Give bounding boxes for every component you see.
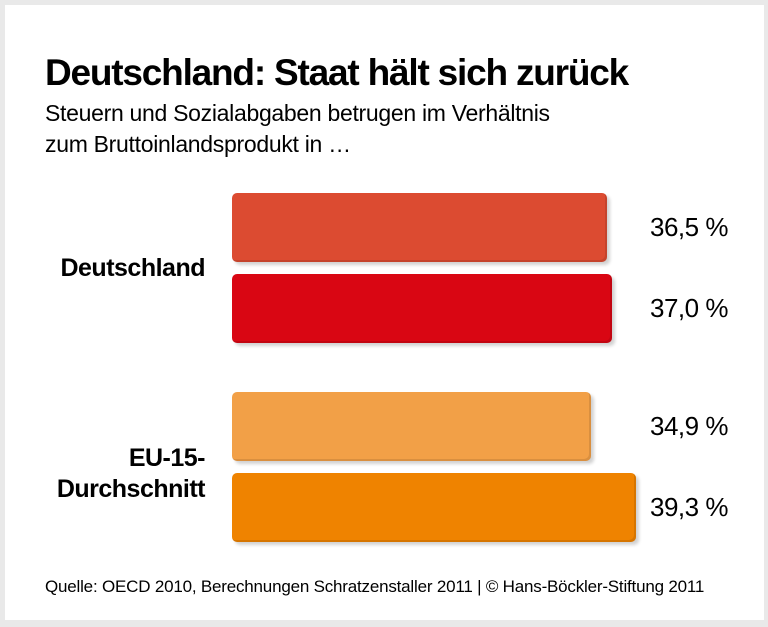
group-label-eu15-line1: EU-15- — [128, 444, 206, 472]
chart-panel: Deutschland: Staat hält sich zurück Steu… — [5, 5, 764, 620]
group-label-eu15-line2: Durchschnitt — [56, 475, 206, 503]
bar-value-deutschland-upper: 36,5 % — [650, 212, 728, 242]
chart-subtitle-line1: Steuern und Sozialabgaben betrugen im Ve… — [45, 100, 550, 126]
bar-value-eu15-upper: 34,9 % — [650, 411, 728, 441]
bar-eu15-upper — [232, 392, 591, 461]
bar-deutschland-lower — [232, 274, 612, 343]
chart-title: Deutschland: Staat hält sich zurück — [45, 51, 629, 93]
bar-value-eu15-lower: 39,3 % — [650, 492, 728, 522]
bar-eu15-lower — [232, 473, 636, 542]
source-note: Quelle: OECD 2010, Berechnungen Schratze… — [45, 577, 705, 596]
chart-subtitle: Steuern und Sozialabgaben betrugen im Ve… — [45, 98, 685, 160]
group-label-eu15: EU-15- Durchschnitt — [20, 443, 206, 505]
bar-deutschland-upper — [232, 193, 607, 262]
chart-subtitle-line2: zum Bruttoinlandsprodukt in … — [45, 131, 351, 157]
bar-value-deutschland-lower: 37,0 % — [650, 293, 728, 323]
group-label-deutschland: Deutschland — [60, 254, 205, 282]
